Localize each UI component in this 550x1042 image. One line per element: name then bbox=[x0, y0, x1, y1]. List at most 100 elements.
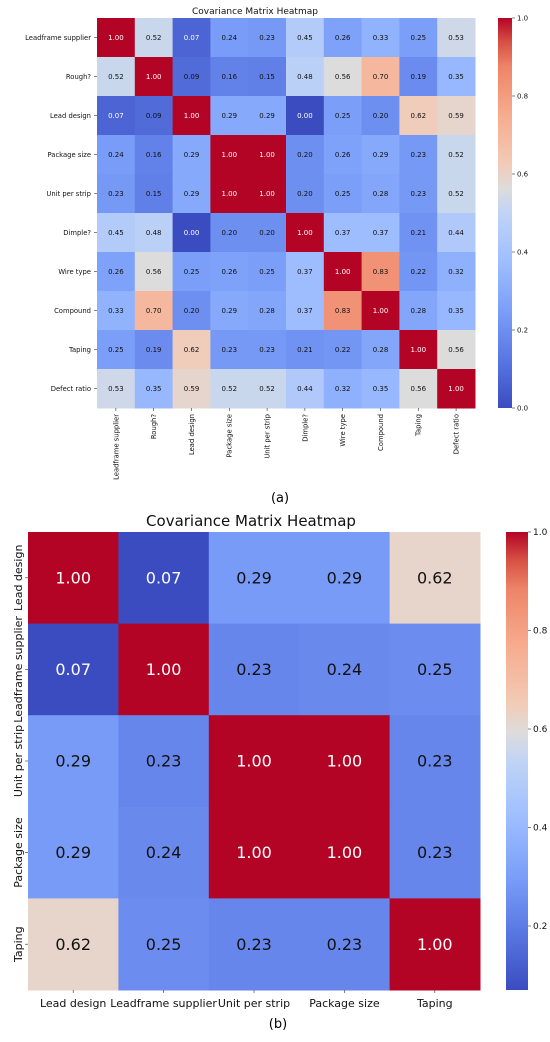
heatmap-cell-value: 0.19 bbox=[146, 346, 162, 354]
row-tick-label: Taping bbox=[12, 926, 25, 963]
heatmap-cell-value: 0.62 bbox=[55, 935, 91, 954]
heatmap-cell-value: 0.23 bbox=[327, 935, 363, 954]
heatmap-cell bbox=[437, 330, 476, 370]
heatmap-cell-value: 0.23 bbox=[417, 752, 453, 771]
colorbar-tick-label: 0.6 bbox=[517, 170, 529, 178]
heatmap-cell-value: 0.26 bbox=[222, 268, 238, 276]
heatmap-cell-value: 0.83 bbox=[335, 307, 351, 315]
colorbar-a-gradient bbox=[498, 18, 512, 408]
heatmap-cell-value: 0.35 bbox=[146, 385, 162, 393]
heatmap-cell-value: 0.70 bbox=[146, 307, 162, 315]
heatmap-a-title: Covariance Matrix Heatmap bbox=[192, 7, 318, 17]
heatmap-cell-value: 0.52 bbox=[146, 34, 162, 42]
heatmap-cell-value: 0.52 bbox=[222, 385, 238, 393]
heatmap-b-title: Covariance Matrix Heatmap bbox=[146, 512, 356, 530]
heatmap-cell-value: 0.59 bbox=[448, 112, 464, 120]
heatmap-cell bbox=[389, 532, 481, 625]
heatmap-cell bbox=[323, 252, 363, 292]
heatmap-cell bbox=[248, 252, 287, 292]
heatmap-cell bbox=[361, 135, 400, 175]
heatmap-cell-value: 0.62 bbox=[184, 346, 200, 354]
heatmap-cell-value: 0.28 bbox=[373, 346, 389, 354]
heatmap-cell bbox=[28, 806, 119, 899]
heatmap-cell-value: 0.52 bbox=[259, 385, 275, 393]
heatmap-cell bbox=[389, 898, 481, 991]
heatmap-cell bbox=[210, 135, 249, 175]
heatmap-cell bbox=[323, 174, 363, 214]
heatmap-cell bbox=[389, 806, 481, 899]
heatmap-cell bbox=[97, 252, 136, 292]
heatmap-cell-value: 0.28 bbox=[373, 190, 389, 198]
heatmap-cell-value: 1.00 bbox=[373, 307, 389, 315]
heatmap-cell-value: 0.07 bbox=[146, 568, 182, 587]
heatmap-cell bbox=[299, 532, 391, 625]
heatmap-cell bbox=[299, 898, 391, 991]
heatmap-cell-value: 0.48 bbox=[146, 229, 162, 237]
heatmap-cell bbox=[286, 252, 325, 292]
heatmap-cell-value: 0.35 bbox=[448, 73, 464, 81]
heatmap-cell-value: 0.29 bbox=[259, 112, 275, 120]
row-tick-label: Compound bbox=[54, 307, 91, 315]
heatmap-cell-value: 0.21 bbox=[411, 229, 427, 237]
heatmap-cell bbox=[208, 623, 300, 716]
col-tick-label: Taping bbox=[416, 997, 453, 1010]
heatmap-cell-value: 0.00 bbox=[184, 229, 200, 237]
heatmap-cell bbox=[361, 18, 400, 58]
colorbar-tick-label: 0.2 bbox=[517, 326, 528, 334]
heatmap-panel-b: Covariance Matrix Heatmap 1.00 0.07 0.29 0.… bbox=[12, 512, 548, 1032]
col-tick-label: Dimple? bbox=[301, 414, 309, 442]
heatmap-cell-value: 0.23 bbox=[411, 151, 427, 159]
heatmap-cell-value: 0.62 bbox=[411, 112, 427, 120]
heatmap-cell bbox=[97, 57, 136, 97]
heatmap-cell bbox=[437, 96, 476, 136]
heatmap-cell-value: 1.00 bbox=[448, 385, 464, 393]
heatmap-cell bbox=[210, 174, 249, 214]
heatmap-cell bbox=[248, 57, 287, 97]
heatmap-cell bbox=[118, 715, 210, 808]
heatmap-panel-a: Covariance Matrix Heatmap 1.00 0.52 0.07 0.… bbox=[25, 7, 529, 506]
heatmap-cell-value: 0.26 bbox=[108, 268, 124, 276]
colorbar-tick-label: 0.0 bbox=[517, 404, 528, 412]
heatmap-cell bbox=[286, 174, 325, 214]
heatmap-cell-value: 0.29 bbox=[222, 112, 238, 120]
heatmap-cell-value: 0.35 bbox=[448, 307, 464, 315]
heatmap-cell-value: 0.56 bbox=[448, 346, 464, 354]
heatmap-cell bbox=[286, 135, 325, 175]
heatmap-cell-value: 0.25 bbox=[335, 190, 351, 198]
heatmap-cell bbox=[323, 291, 363, 331]
heatmap-cell bbox=[210, 213, 249, 253]
heatmap-cell-value: 0.29 bbox=[236, 568, 272, 587]
colorbar-tick-label: 0.4 bbox=[533, 824, 548, 834]
heatmap-cell bbox=[361, 369, 400, 409]
heatmap-cell-value: 0.62 bbox=[417, 568, 453, 587]
heatmap-cell-value: 0.23 bbox=[259, 346, 275, 354]
col-tick-label: Leadframe supplier bbox=[110, 997, 217, 1010]
heatmap-cell bbox=[172, 135, 211, 175]
heatmap-cell bbox=[323, 96, 363, 136]
heatmap-cell bbox=[210, 369, 249, 409]
heatmap-cell-value: 0.24 bbox=[108, 151, 124, 159]
heatmap-cell-value: 0.25 bbox=[146, 935, 182, 954]
heatmap-cell-value: 0.21 bbox=[297, 346, 313, 354]
heatmap-cell-value: 0.29 bbox=[184, 151, 200, 159]
heatmap-cell bbox=[134, 18, 174, 58]
heatmap-cell bbox=[286, 57, 325, 97]
heatmap-a-row-labels: Leadframe supplier Rough? Lead design Packa… bbox=[25, 34, 97, 393]
heatmap-cell-value: 1.00 bbox=[417, 935, 453, 954]
heatmap-cell-value: 0.29 bbox=[55, 752, 91, 771]
heatmap-cell-value: 1.00 bbox=[259, 190, 275, 198]
heatmap-a-colorbar: 0.0 0.2 0.4 0.6 0.8 1.0 bbox=[498, 14, 529, 412]
heatmap-cell bbox=[361, 291, 400, 331]
heatmap-cell bbox=[399, 18, 438, 58]
heatmap-cell bbox=[248, 174, 287, 214]
heatmap-cell bbox=[134, 57, 174, 97]
heatmap-cell bbox=[208, 532, 300, 625]
heatmap-cell bbox=[399, 135, 438, 175]
heatmap-cell bbox=[399, 252, 438, 292]
heatmap-cell bbox=[97, 135, 136, 175]
heatmap-cell bbox=[134, 213, 174, 253]
heatmap-cell-value: 0.07 bbox=[184, 34, 200, 42]
heatmap-cell bbox=[437, 135, 476, 175]
heatmap-cell bbox=[248, 213, 287, 253]
row-tick-label: Defect ratio bbox=[51, 385, 91, 393]
